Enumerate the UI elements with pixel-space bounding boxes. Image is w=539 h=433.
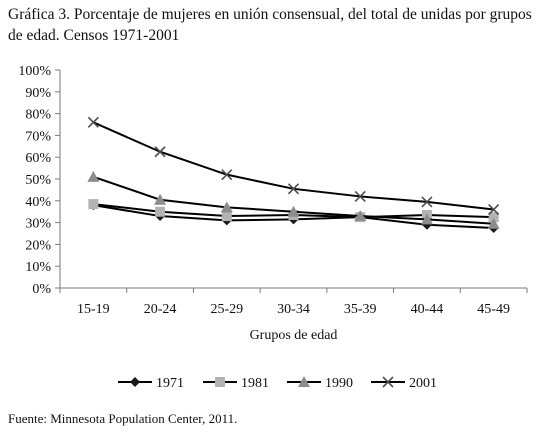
x-tick-label: 35-39 — [344, 302, 377, 317]
legend-label-1981: 1981 — [241, 376, 269, 391]
legend-marker-2001 — [382, 376, 394, 388]
legend-marker-1981 — [215, 377, 225, 387]
data-point-2001 — [354, 190, 366, 203]
legend-marker-1971 — [130, 377, 140, 387]
legend-label-2001: 2001 — [409, 376, 437, 391]
data-point-1981 — [488, 212, 499, 223]
data-point-1990 — [420, 213, 433, 225]
x-marker-stroke — [382, 376, 394, 388]
y-tick-label: 20% — [25, 238, 51, 253]
data-point-2001 — [287, 183, 300, 195]
data-point-2001 — [488, 203, 500, 216]
y-tick-label: 80% — [25, 108, 51, 123]
y-tick-label: 10% — [25, 260, 51, 275]
data-point-1990 — [287, 205, 300, 217]
y-tick-label: 90% — [25, 86, 51, 101]
data-point-2001 — [221, 169, 233, 181]
data-point-1990 — [87, 170, 100, 182]
series-1990 — [87, 170, 500, 229]
y-tick-label: 70% — [25, 129, 51, 144]
x-marker-stroke — [421, 196, 433, 208]
data-point-1990 — [487, 217, 500, 229]
y-tick-label: 100% — [18, 64, 51, 79]
x-tick-label: 25-29 — [210, 302, 243, 317]
x-tick-label: 20-24 — [144, 302, 177, 317]
y-tick-label: 40% — [25, 195, 51, 210]
y-tick-label: 50% — [25, 173, 51, 188]
legend-label-1990: 1990 — [325, 376, 353, 391]
x-tick-label: 45-49 — [477, 302, 510, 317]
x-tick-label: 15-19 — [77, 302, 110, 317]
x-axis-title: Grupos de edad — [250, 328, 338, 343]
x-marker-stroke — [221, 169, 233, 181]
data-point-2001 — [421, 196, 433, 208]
data-point-1990 — [354, 210, 367, 222]
source-note: Fuente: Minnesota Population Center, 201… — [8, 411, 238, 426]
x-marker-stroke — [87, 116, 99, 128]
y-tick-label: 30% — [25, 217, 51, 232]
data-point-1981 — [88, 199, 99, 210]
legend-item-1971: 1971 — [118, 376, 184, 391]
data-point-1981 — [155, 206, 166, 217]
legend-item-1981: 1981 — [203, 376, 269, 391]
chart-legend: 1971 1981 1990 2001 — [118, 376, 437, 391]
x-marker-stroke — [488, 203, 500, 216]
legend-item-1990: 1990 — [287, 376, 353, 391]
x-marker-stroke — [287, 183, 300, 195]
chart-series — [87, 116, 500, 234]
x-marker-stroke — [154, 146, 166, 158]
data-point-1990 — [220, 201, 233, 213]
chart-title: Gráfica 3. Porcentaje de mujeres en unió… — [8, 6, 532, 44]
data-point-2001 — [154, 146, 166, 158]
legend-item-2001: 2001 — [371, 376, 437, 391]
x-tick-label: 30-34 — [277, 302, 310, 317]
y-tick-label: 0% — [32, 282, 51, 297]
data-point-2001 — [87, 116, 99, 128]
data-point-1981 — [221, 211, 232, 222]
y-tick-label: 60% — [25, 151, 51, 166]
legend-label-1971: 1971 — [156, 376, 184, 391]
data-point-1990 — [154, 193, 167, 205]
chart-axes: 0% 10% 20% 30% 40% 50% 60% 70% 80% 90% 100% 15-19 20… — [18, 64, 528, 343]
x-tick-label: 40-44 — [411, 302, 444, 317]
series-2001 — [87, 116, 500, 216]
x-marker-stroke — [354, 190, 366, 203]
legend-marker-1990 — [298, 376, 310, 387]
